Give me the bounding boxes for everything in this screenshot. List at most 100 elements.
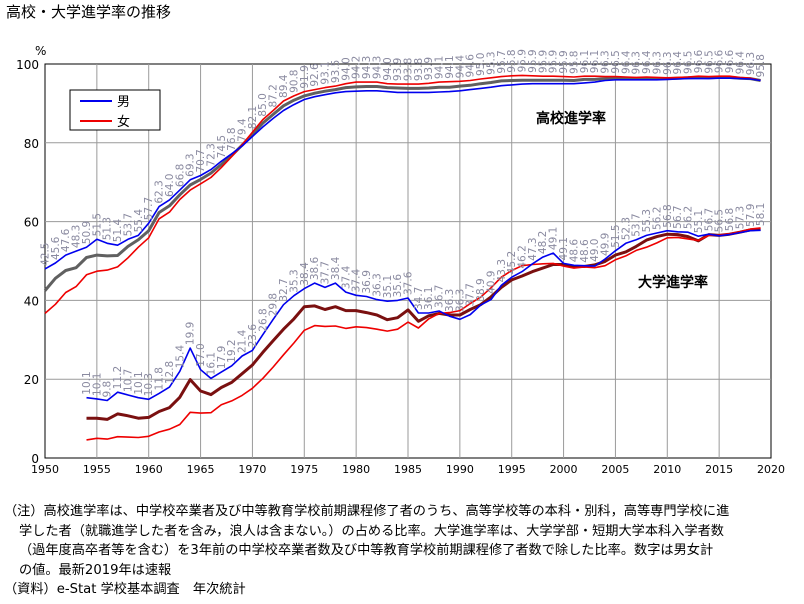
hs-data-label: 57.7: [143, 197, 155, 220]
y-tick-label: 100: [16, 58, 39, 72]
univ-data-label: 10.7: [122, 369, 134, 392]
hs-data-label: 91.9: [299, 65, 311, 88]
univ-data-label: 48.6: [579, 239, 591, 263]
hs-data-label: 47.6: [60, 228, 72, 252]
hs-data-label: 96.3: [662, 51, 674, 74]
univ-female-line: [86, 227, 761, 441]
hs-data-label: 93.9: [423, 57, 435, 80]
univ-data-label: 58.1: [755, 203, 767, 226]
hs-data-label: 96.4: [620, 50, 632, 74]
page-title: 高校・大学進学率の推移: [6, 3, 172, 21]
univ-data-label: 10.3: [143, 373, 155, 396]
univ-data-label: 9.8: [102, 381, 114, 398]
hs-data-label: 94.3: [361, 56, 373, 79]
univ-data-label: 52.3: [620, 217, 632, 240]
x-tick-label: 1985: [394, 463, 422, 476]
univ-data-label: 37.4: [340, 265, 352, 289]
univ-data-label: 17.0: [195, 343, 207, 366]
univ-data-label: 53.7: [631, 213, 643, 236]
hs-data-label: 96.3: [745, 52, 757, 75]
hs-data-label: 94.0: [382, 57, 394, 80]
annotation-hs: 高校進学率: [536, 110, 606, 127]
hs-data-label: 45.6: [50, 236, 62, 260]
univ-data-label: 10.1: [81, 371, 93, 394]
x-tick-label: 2005: [601, 463, 629, 476]
univ-data-label: 32.7: [278, 278, 290, 301]
hs-data-label: 96.1: [579, 50, 591, 73]
hs-data-label: 96.1: [589, 50, 601, 73]
y-axis-unit: %: [35, 44, 46, 58]
hs-data-label: 96.3: [651, 51, 663, 74]
hs-data-label: 96.5: [703, 50, 715, 73]
hs-data-label: 95.9: [527, 49, 539, 72]
univ-data-label: 36.3: [371, 273, 383, 296]
univ-data-label: 36.9: [361, 270, 373, 293]
legend-label: 男: [117, 95, 130, 110]
legend-label: 女: [117, 114, 130, 130]
univ-data-label: 49.1: [548, 227, 560, 250]
univ-total-line: [86, 227, 761, 421]
univ-data-label: 55.1: [693, 210, 705, 233]
univ-data-label: 19.2: [226, 339, 238, 362]
univ-data-label: 37.7: [465, 283, 477, 306]
univ-data-label: 19.9: [185, 322, 197, 345]
hs-data-label: 96.4: [734, 51, 746, 75]
hs-data-label: 90.8: [288, 69, 300, 92]
hs-data-label: 87.2: [268, 84, 280, 107]
univ-data-label: 49.0: [589, 239, 601, 262]
hs-data-label: 93.5: [330, 60, 342, 83]
hs-data-label: 94.3: [371, 56, 383, 79]
univ-data-label: 16.1: [205, 352, 217, 375]
univ-data-label: 43.3: [496, 259, 508, 282]
hs-data-label: 82.1: [247, 106, 259, 129]
univ-data-label: 10.1: [91, 373, 103, 396]
hs-data-label: 69.3: [185, 153, 197, 176]
hs-data-label: 93.1: [320, 61, 332, 84]
hs-data-label: 79.4: [237, 118, 249, 142]
univ-data-label: 48.6: [568, 239, 580, 263]
x-tick-label: 1950: [31, 463, 59, 476]
x-tick-label: 1975: [290, 463, 318, 476]
univ-data-label: 26.8: [257, 308, 269, 331]
hs-data-label: 96.6: [693, 50, 705, 74]
hs-data-label: 94.0: [340, 57, 352, 80]
x-tick-label: 1960: [135, 463, 163, 476]
univ-data-label: 35.1: [382, 275, 394, 298]
x-tick-label: 1970: [238, 463, 266, 476]
univ-data-label: 37.7: [319, 261, 331, 284]
hs-data-label: 96.5: [683, 51, 695, 74]
axes: 0 20 40 60 80 100 1950 1955 1960 1965 1970 1975 1980…: [16, 58, 785, 476]
univ-data-label: 37.6: [403, 271, 415, 295]
univ-data-label: 35.3: [288, 269, 300, 292]
data-labels: 42.545.647.648.350.951.551.351.453.755.4…: [39, 49, 767, 397]
hs-data-label: 96.3: [600, 50, 612, 73]
hs-data-label: 95.7: [496, 50, 508, 73]
hs-data-label: 76.8: [226, 127, 238, 150]
x-tick-label: 2010: [653, 463, 681, 476]
univ-data-label: 36.3: [444, 289, 456, 312]
hs-data-label: 93.9: [392, 58, 404, 81]
univ-data-label: 29.8: [268, 293, 280, 316]
hs-data-label: 53.7: [123, 213, 135, 236]
univ-data-label: 11.8: [154, 367, 166, 390]
hs-data-label: 85.0: [257, 93, 269, 116]
hs-data-label: 95.0: [475, 53, 487, 76]
hs-data-label: 51.4: [112, 219, 124, 243]
x-tick-label: 1980: [342, 463, 370, 476]
univ-data-label: 56.8: [724, 208, 736, 231]
univ-data-label: 40.9: [485, 271, 497, 294]
note-line-2: 学した者（就職進学した者を含み，浪人は含まない。）の占める比率。大学進学率は、大…: [19, 523, 724, 539]
legend-box: [69, 89, 161, 131]
hs-data-label: 95.9: [537, 50, 549, 73]
univ-data-label: 36.3: [454, 289, 466, 312]
univ-data-label: 47.3: [527, 237, 539, 260]
hs-data-label: 95.9: [517, 49, 529, 72]
univ-data-label: 38.6: [309, 256, 321, 280]
x-tick-label: 1965: [187, 463, 215, 476]
hs-data-label: 92.6: [309, 63, 321, 87]
x-tick-label: 1995: [498, 463, 526, 476]
hs-data-label: 94.2: [351, 56, 363, 79]
hs-data-label: 66.8: [174, 164, 186, 187]
series-lines: [43, 74, 761, 441]
univ-data-label: 56.8: [662, 204, 674, 227]
